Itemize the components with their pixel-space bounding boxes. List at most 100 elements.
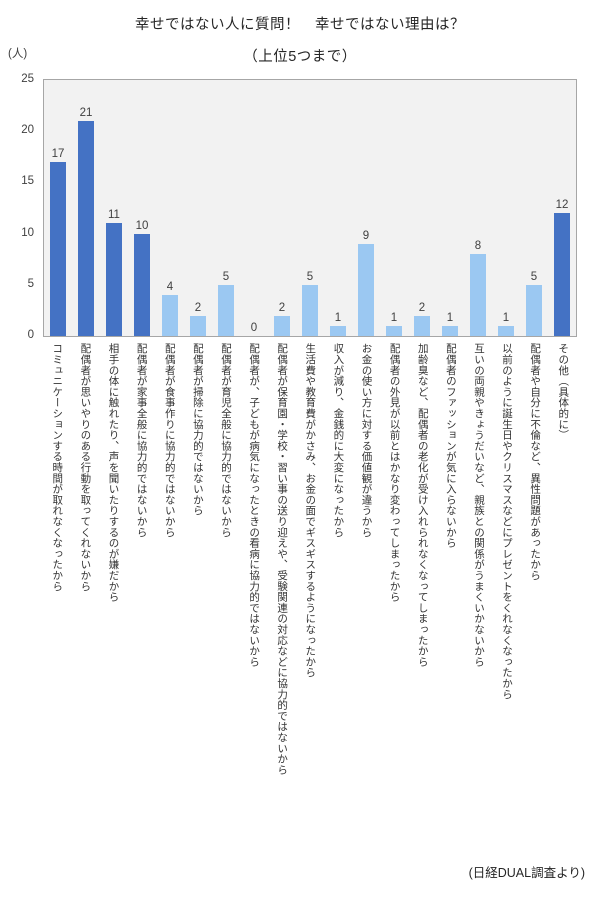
bar-value-label: 10 [135, 219, 149, 232]
bar [302, 284, 318, 336]
bar [330, 325, 346, 336]
bar [78, 120, 94, 336]
bar-value-label: 1 [446, 311, 454, 324]
bar-value-label: 2 [194, 301, 202, 314]
x-label-slot: 相手の体に触れたり、声を聞いたりするのが嫌だから [99, 343, 127, 858]
x-axis-label: 以前のように誕生日やクリスマスなどにプレゼントをくれなくなったから [501, 343, 514, 700]
x-axis-label: 配偶者が育児全般に協力的ではないから [219, 343, 232, 538]
bar [274, 315, 290, 336]
x-axis-label: 相手の体に触れたり、声を聞いたりするのが嫌だから [107, 343, 120, 603]
x-label-slot: 配偶者の外見が以前とはかなり変わってしまったから [380, 343, 408, 858]
bar-value-label: 1 [502, 311, 510, 324]
bar-value-label: 2 [278, 301, 286, 314]
x-axis-label: 収入が減り、金銭的に大変になったから [332, 343, 345, 538]
bar-slot: 2 [408, 80, 436, 336]
bar [386, 325, 402, 336]
bar-slot: 17 [44, 80, 72, 336]
bar [162, 295, 178, 336]
bar-slot: 1 [324, 80, 352, 336]
x-label-slot: 配偶者が、子どもが病気になったときの看病に協力的ではないから [240, 343, 268, 858]
bar-value-label: 5 [530, 270, 538, 283]
bar [50, 161, 66, 336]
x-label-slot: 加齢臭など、配偶者の老化が受け入れられなくなってしまったから [408, 343, 436, 858]
x-label-slot: その他（具体的に） [549, 343, 577, 858]
bar-value-label: 1 [334, 311, 342, 324]
x-axis-label: 配偶者や自分に不倫など、異性問題があったから [529, 343, 542, 581]
x-label-slot: 生活費や教育費がかさみ、お金の面でギスギスするようになったから [296, 343, 324, 858]
bar-value-label: 5 [222, 270, 230, 283]
bar [470, 254, 486, 336]
bar-value-label: 2 [418, 301, 426, 314]
x-axis-label: 配偶者が思いやりのある行動を取ってくれないから [79, 343, 92, 592]
bar-value-label: 12 [555, 199, 569, 212]
bar-value-label: 0 [250, 322, 258, 334]
bar-value-label: 4 [166, 281, 174, 294]
bar-value-label: 9 [362, 229, 370, 242]
bar-slot: 1 [380, 80, 408, 336]
source-note: (日経DUAL調査より) [468, 866, 585, 880]
bar [190, 315, 206, 336]
x-axis-label: 加齢臭など、配偶者の老化が受け入れられなくなってしまったから [416, 343, 429, 667]
bar [554, 213, 570, 336]
bar-value-label: 1 [390, 311, 398, 324]
bar-slot: 1 [436, 80, 464, 336]
bar-slot: 4 [156, 80, 184, 336]
bar [218, 284, 234, 336]
x-axis-label: 配偶者が食事作りに協力的ではないから [163, 343, 176, 538]
bar-value-label: 17 [51, 147, 65, 160]
plot-area: 17 21 11 10 4 2 5 0 2 5 1 9 1 2 1 8 1 5 12 [43, 79, 577, 337]
bar-value-label: 5 [306, 270, 314, 283]
y-axis: 0 5 10 15 20 25 [0, 73, 34, 341]
chart-title: 幸せではない人に質問！ 幸せではない理由は？ [135, 17, 465, 33]
bar-slot: 5 [296, 80, 324, 336]
x-label-slot: 配偶者が保育園・学校・習い事の送り迎えや、受験関連の対応などに協力的ではないから [268, 343, 296, 858]
y-tick-label: 20 [21, 124, 34, 137]
chart-subtitle: （上位5つまで） [243, 49, 357, 65]
x-axis-label: その他（具体的に） [557, 343, 570, 441]
x-label-slot: 配偶者のファッションが気に入らないから [437, 343, 465, 858]
x-axis-label: 互いの両親やきょうだいなど、親族との関係がうまくいかないから [472, 343, 485, 667]
y-tick-label: 25 [21, 73, 34, 85]
x-axis-label: お金の使い方に対する価値観が違うから [360, 343, 373, 538]
x-label-slot: 配偶者が掃除に協力的ではないから [184, 343, 212, 858]
bar-value-label: 11 [108, 209, 120, 222]
x-label-slot: 以前のように誕生日やクリスマスなどにプレゼントをくれなくなったから [493, 343, 521, 858]
bar [414, 315, 430, 336]
bar-slot: 8 [464, 80, 492, 336]
x-label-slot: 配偶者が食事作りに協力的ではないから [155, 343, 183, 858]
x-label-slot: 配偶者が育児全般に協力的ではないから [212, 343, 240, 858]
x-axis-label: 配偶者が掃除に協力的ではないから [191, 343, 204, 516]
bar-slot: 2 [184, 80, 212, 336]
bar-slot: 12 [548, 80, 576, 336]
bar-slot: 10 [128, 80, 156, 336]
x-axis-label: コミュニケーションする時間が取れなくなったから [51, 343, 64, 592]
x-label-slot: 配偶者が家事全般に協力的ではないから [127, 343, 155, 858]
bar [526, 284, 542, 336]
bar-value-label: 8 [474, 240, 482, 253]
bar [106, 223, 122, 336]
x-label-slot: お金の使い方に対する価値観が違うから [352, 343, 380, 858]
x-axis-label: 配偶者が保育園・学校・習い事の送り迎えや、受験関連の対応などに協力的ではないから [276, 343, 289, 775]
bar-slot: 2 [268, 80, 296, 336]
bar [134, 233, 150, 336]
x-axis-labels: コミュニケーションする時間が取れなくなったから 配偶者が思いやりのある行動を取って… [43, 343, 577, 858]
bar-slot: 21 [72, 80, 100, 336]
x-axis-label: 配偶者の外見が以前とはかなり変わってしまったから [388, 343, 401, 603]
y-tick-label: 10 [21, 226, 34, 239]
bar-slot: 1 [492, 80, 520, 336]
y-tick-label: 15 [21, 175, 34, 188]
x-label-slot: 配偶者や自分に不倫など、異性問題があったから [521, 343, 549, 858]
x-axis-label: 生活費や教育費がかさみ、お金の面でギスギスするようになったから [304, 343, 317, 678]
y-tick-label: 0 [27, 329, 34, 341]
x-label-slot: 互いの両親やきょうだいなど、親族との関係がうまくいかないから [465, 343, 493, 858]
x-axis-label: 配偶者のファッションが気に入らないから [444, 343, 457, 549]
bar-slot: 11 [100, 80, 128, 336]
bar-slot: 9 [352, 80, 380, 336]
bar-slot: 5 [212, 80, 240, 336]
x-label-slot: 配偶者が思いやりのある行動を取ってくれないから [71, 343, 99, 858]
x-axis-label: 配偶者が家事全般に協力的ではないから [135, 343, 148, 538]
bar [358, 243, 374, 336]
bar [442, 325, 458, 336]
y-axis-unit-label: (人) [8, 48, 28, 60]
